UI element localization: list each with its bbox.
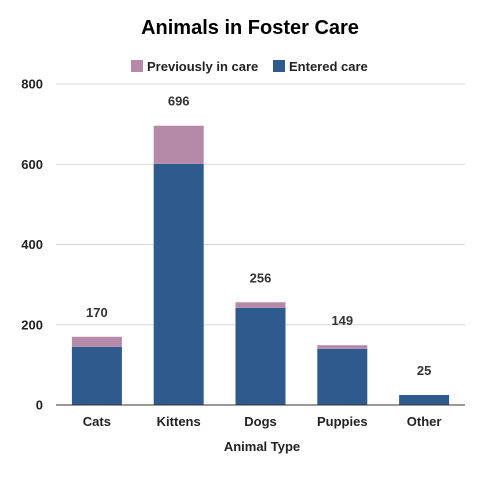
bar-dogs-entered-care [235,307,286,405]
x-tick-label: Puppies [317,414,368,429]
bar-puppies-previously-in-care [317,345,368,349]
x-tick-label: Other [407,414,442,429]
total-label: 256 [250,270,272,285]
y-tick-label: 200 [21,317,43,332]
total-label: 696 [168,94,190,109]
total-label: 149 [331,313,353,328]
bars [56,125,465,406]
x-tick-label: Kittens [157,414,201,429]
total-labels: 170 696 256 149 25 [86,94,431,378]
y-tick-label: 0 [36,398,43,413]
y-tick-label: 600 [21,157,43,172]
y-tick-label: 400 [21,237,43,252]
bar-dogs-previously-in-care [235,302,286,308]
legend-label: Entered care [289,59,368,74]
bar-other-entered-care [399,394,450,405]
bar-puppies-entered-care [317,348,368,405]
legend-swatch-entered-care [273,60,285,72]
y-axis-ticks: 0 200 400 600 800 [21,77,43,413]
bar-kittens-previously-in-care [153,125,204,164]
y-tick-label: 800 [21,77,43,92]
bar-cats-previously-in-care [71,336,122,347]
x-tick-label: Cats [83,414,111,429]
x-axis-ticks: Cats Kittens Dogs Puppies Other [83,414,442,429]
legend: Previously in care Entered care [131,59,368,74]
legend-label: Previously in care [147,59,258,74]
total-label: 25 [417,363,431,378]
x-axis-label: Animal Type [224,439,300,454]
total-label: 170 [86,305,108,320]
legend-swatch-previously-in-care [131,60,143,72]
chart-title: Animals in Foster Care [141,17,359,39]
bar-kittens-entered-care [153,163,204,405]
bar-cats-entered-care [71,346,122,405]
x-tick-label: Dogs [244,414,277,429]
gridlines [56,83,465,326]
